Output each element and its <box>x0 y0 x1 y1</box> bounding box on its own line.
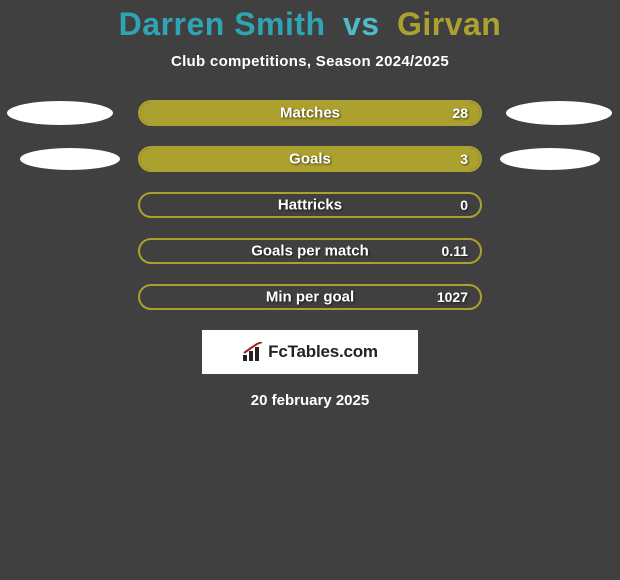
logo-box: FcTables.com <box>202 330 418 374</box>
page-title: Darren Smith vs Girvan <box>0 6 620 43</box>
stat-row: Hattricks 0 <box>0 192 620 218</box>
bar-track: Goals per match 0.11 <box>138 238 482 264</box>
bar-value: 0.11 <box>442 243 468 259</box>
logo-text: FcTables.com <box>268 342 378 362</box>
bar-label: Min per goal <box>266 289 354 306</box>
bar-value: 3 <box>460 151 468 167</box>
bar-track: Goals 3 <box>138 146 482 172</box>
subtitle: Club competitions, Season 2024/2025 <box>0 53 620 70</box>
bar-track: Matches 28 <box>138 100 482 126</box>
bar-value: 1027 <box>437 289 468 305</box>
bar-label: Matches <box>280 105 340 122</box>
stats-comparison-card: Darren Smith vs Girvan Club competitions… <box>0 0 620 409</box>
bar-chart-icon <box>242 342 264 362</box>
bar-value: 0 <box>460 197 468 213</box>
bar-track: Hattricks 0 <box>138 192 482 218</box>
bar-label: Goals per match <box>251 243 369 260</box>
title-opponent: Girvan <box>397 6 501 42</box>
stat-row: Goals per match 0.11 <box>0 238 620 264</box>
chart-area: Matches 28 Goals 3 Hattricks 0 Goals per match… <box>0 100 620 310</box>
stat-row: Min per goal 1027 <box>0 284 620 310</box>
left-ellipse <box>20 148 120 170</box>
right-ellipse <box>506 101 612 125</box>
date-text: 20 february 2025 <box>0 392 620 409</box>
right-ellipse <box>500 148 600 170</box>
stat-row: Goals 3 <box>0 146 620 172</box>
title-player: Darren Smith <box>119 6 326 42</box>
bar-label: Goals <box>289 151 331 168</box>
bar-label: Hattricks <box>278 197 342 214</box>
bar-value: 28 <box>452 105 468 121</box>
stat-row: Matches 28 <box>0 100 620 126</box>
left-ellipse <box>7 101 113 125</box>
title-separator: vs <box>343 6 380 42</box>
bar-track: Min per goal 1027 <box>138 284 482 310</box>
